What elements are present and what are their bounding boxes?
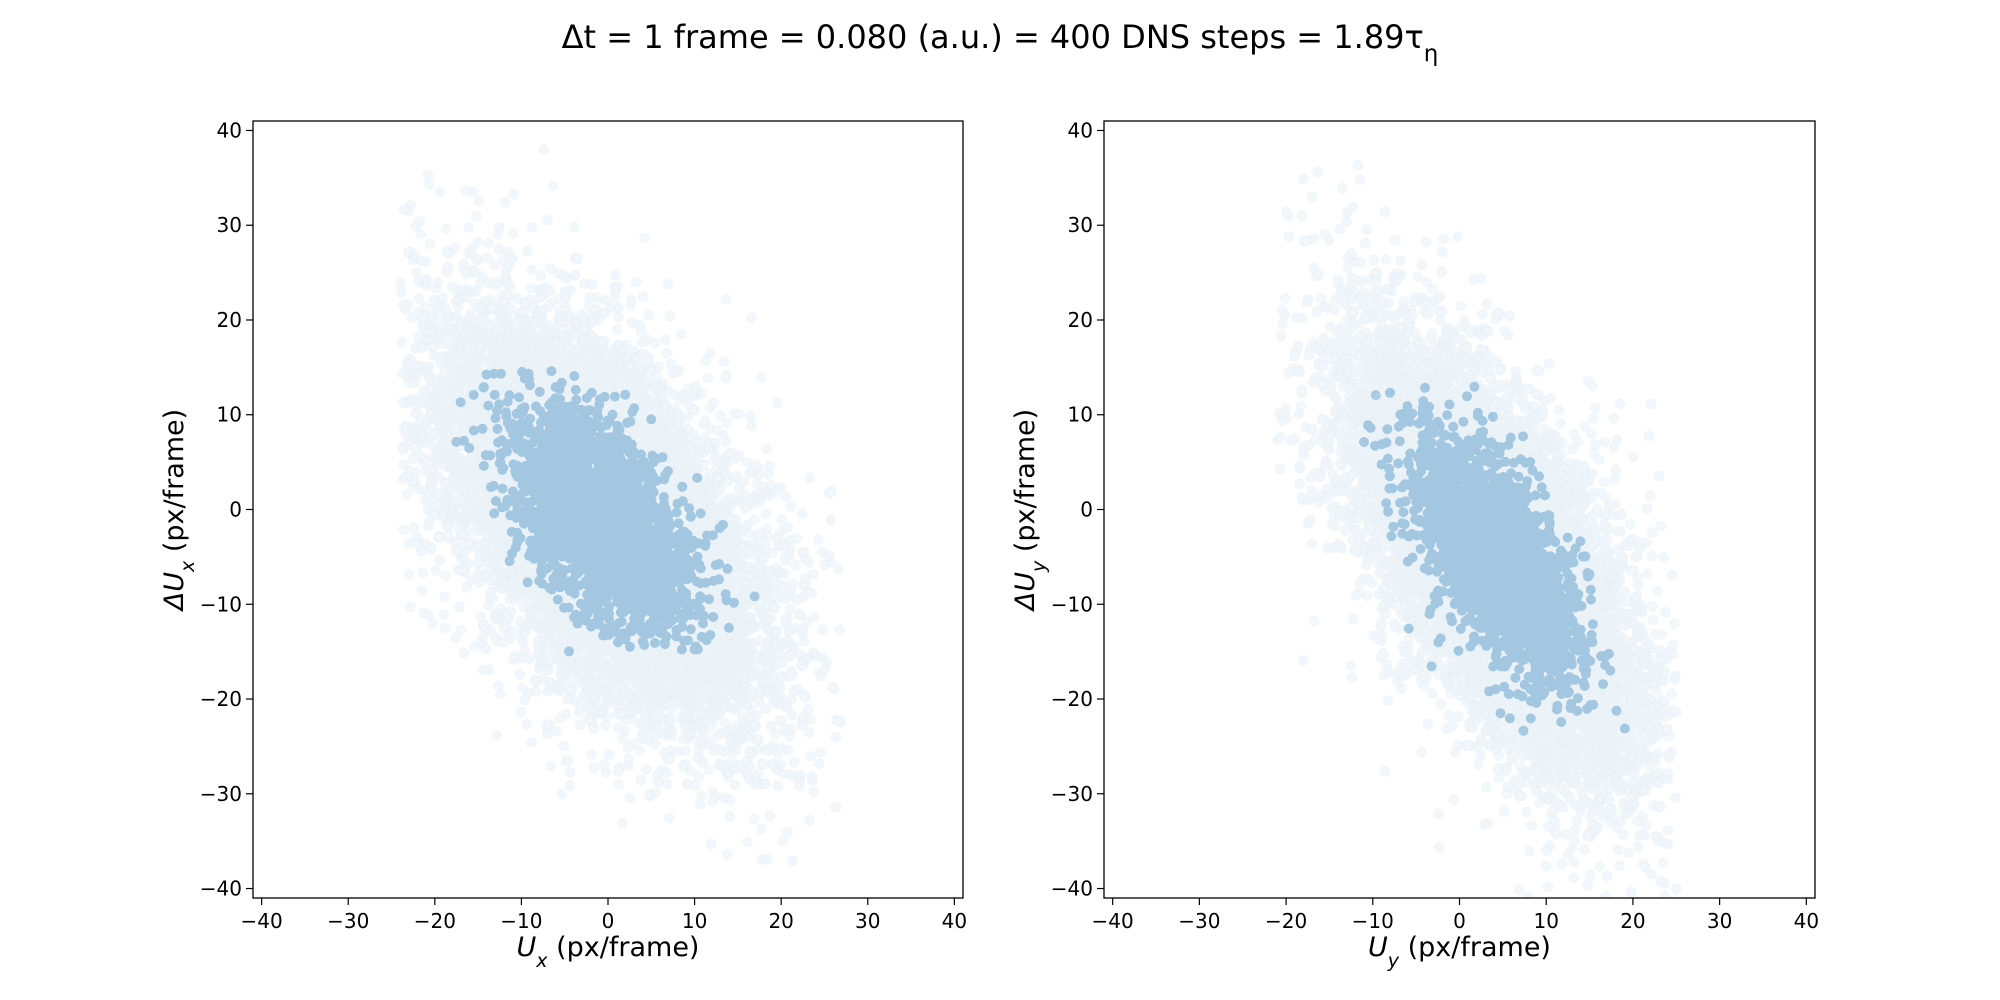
x-tick-label: −30 [327,909,369,933]
x-tick-label: 0 [602,909,615,933]
y-tick-label: −10 [200,592,242,616]
y-tick-label: −20 [1051,687,1093,711]
x-tick-label: 10 [682,909,707,933]
x-tick-label: 20 [1620,909,1645,933]
x-tick-label: 10 [1533,909,1558,933]
y-tick-label: 20 [217,308,242,332]
x-axis-label: Uy (px/frame) [1368,932,1551,972]
y-axis-label: ΔUy (px/frame) [1010,409,1050,612]
y-tick-label: −30 [1051,782,1093,806]
x-tick-label: 40 [942,909,967,933]
x-tick-label: −20 [414,909,456,933]
y-tick-label: 20 [1068,308,1093,332]
y-tick-label: 0 [229,498,242,522]
y-tick-label: −40 [200,877,242,901]
y-tick-label: 0 [1080,498,1093,522]
left-scatter-panel: −40 −30 −20 −10 0 10 20 30 40 −40 −30 −20 −10 0 10 20 30… [159,118,967,972]
scatter-points [1273,160,1682,902]
y-tick-label: −10 [1051,592,1093,616]
x-tick-label: −30 [1178,909,1220,933]
x-tick-label: 0 [1453,909,1466,933]
x-tick-label: −10 [1352,909,1394,933]
y-tick-label: −40 [1051,877,1093,901]
x-axis-label: Ux (px/frame) [517,932,700,972]
y-tick-label: 30 [217,213,242,237]
right-scatter-panel: −40 −30 −20 −10 0 10 20 30 40 −40 −30 −20 −10 0 10 20 30… [1010,118,1819,972]
y-tick-label: 40 [217,118,242,142]
y-tick-label: 40 [1068,118,1093,142]
figure-title: Δt = 1 frame = 0.080 (a.u.) = 400 DNS st… [562,18,1439,67]
y-tick-label: 10 [217,403,242,427]
y-tick-label: 10 [1068,403,1093,427]
x-tick-label: −10 [500,909,542,933]
x-tick-label: 30 [855,909,880,933]
scatter-points [396,145,846,866]
y-axis-label: ΔUx (px/frame) [159,409,199,612]
x-tick-label: 20 [768,909,793,933]
y-tick-label: 30 [1068,213,1093,237]
x-tick-label: −20 [1265,909,1307,933]
x-tick-label: −40 [1092,909,1134,933]
x-tick-label: 30 [1707,909,1732,933]
x-tick-label: 40 [1794,909,1819,933]
x-tick-label: −40 [241,909,283,933]
y-tick-label: −30 [200,782,242,806]
y-tick-label: −20 [200,687,242,711]
